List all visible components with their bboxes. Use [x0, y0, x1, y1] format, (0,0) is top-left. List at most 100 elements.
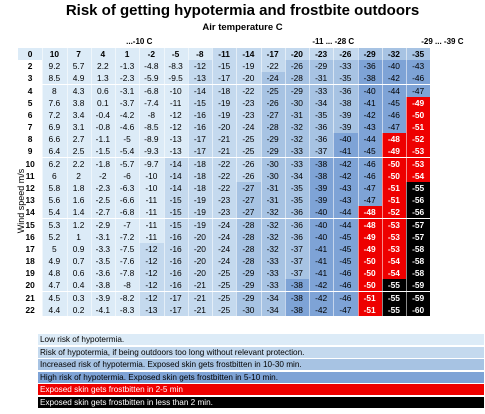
wind-chill-cell: -22 — [212, 181, 237, 194]
column-separator — [236, 48, 238, 316]
wind-chill-cell: -38 — [284, 291, 309, 304]
wind-chill-cell: 6 — [42, 169, 67, 182]
wind-chill-cell: -23 — [236, 108, 261, 121]
wind-chill-cell: -35 — [284, 181, 309, 194]
wind-chill-cell: -1.8 — [90, 157, 115, 170]
wind-chill-cell: -29 — [284, 84, 309, 97]
wind-chill-cell: -46 — [333, 267, 358, 280]
wind-chill-cell: -8.3 — [163, 60, 188, 73]
wind-chill-cell: -33 — [284, 145, 309, 158]
wind-chill-cell: -27 — [236, 206, 261, 219]
wind-chill-cell: 0.9 — [66, 242, 91, 255]
wind-chill-cell: -36 — [357, 60, 382, 73]
wind-chill-cell: -51 — [406, 121, 431, 134]
wind-chill-cell: -2.7 — [90, 206, 115, 219]
wind-chill-cell: -7.6 — [115, 255, 140, 268]
wind-chill-cell: -14 — [187, 84, 212, 97]
legend-item: Risk of hypotermia, if being outdoors to… — [38, 346, 484, 358]
wind-chill-cell: 4.4 — [42, 303, 67, 316]
wind-chill-cell: -40 — [309, 218, 334, 231]
wind-chill-cell: -32 — [260, 218, 285, 231]
temperature-header: -26 — [333, 48, 358, 60]
wind-chill-cell: 2 — [66, 169, 91, 182]
wind-chill-cell: -30 — [236, 303, 261, 316]
wind-chill-cell: -44 — [357, 133, 382, 146]
wind-chill-cell: -2 — [90, 169, 115, 182]
legend-item: Low risk of hypotermia. — [38, 334, 484, 345]
temperature-header: 10 — [42, 48, 67, 60]
wind-chill-cell: -6 — [115, 169, 140, 182]
wind-chill-cell: 0.1 — [90, 96, 115, 109]
wind-chill-cell: -42 — [309, 291, 334, 304]
wind-chill-cell: -11 — [139, 230, 164, 243]
wind-chill-cell: -53 — [381, 242, 406, 255]
wind-chill-cell: -51 — [381, 181, 406, 194]
wind-chill-cell: 1.6 — [66, 194, 91, 207]
wind-chill-cell: -25 — [236, 145, 261, 158]
wind-chill-cell: 0.4 — [66, 279, 91, 292]
wind-chill-cell: -23 — [236, 96, 261, 109]
wind-chill-cell: 5.6 — [42, 194, 67, 207]
wind-chill-cell: -41 — [333, 145, 358, 158]
wind-chill-cell: -33 — [260, 255, 285, 268]
wind-chill-cell: -53 — [406, 157, 431, 170]
wind-chill-cell: -6.3 — [115, 181, 140, 194]
column-separator — [284, 48, 286, 316]
wind-chill-cell: -51 — [381, 194, 406, 207]
wind-chill-cell: -35 — [284, 194, 309, 207]
wind-chill-cell: -40 — [333, 133, 358, 146]
wind-chill-cell: -2.9 — [90, 218, 115, 231]
wind-chill-cell: -21 — [187, 291, 212, 304]
wind-chill-cell: -58 — [406, 242, 431, 255]
wind-speed-label: 6 — [27, 109, 33, 120]
wind-chill-cell: -41 — [309, 242, 334, 255]
wind-speed-label: 12 — [25, 182, 35, 193]
wind-chill-cell: -29 — [236, 267, 261, 280]
wind-chill-cell: -36 — [333, 84, 358, 97]
wind-chill-cell: -25 — [212, 303, 237, 316]
wind-chill-cell: -43 — [333, 194, 358, 207]
column-separator — [66, 48, 68, 316]
wind-chill-cell: -0.8 — [90, 121, 115, 134]
wind-chill-cell: -36 — [309, 133, 334, 146]
temperature-header: -5 — [163, 48, 188, 60]
wind-chill-cell: -38 — [284, 303, 309, 316]
wind-chill-cell: -32 — [284, 133, 309, 146]
wind-chill-cell: -3.6 — [90, 267, 115, 280]
temp-group-label: ...-10 C — [126, 37, 153, 46]
wind-chill-cell: -23 — [212, 206, 237, 219]
wind-chill-cell: -49 — [357, 230, 382, 243]
x-axis-label: Air temperature C — [202, 22, 283, 33]
wind-chill-cell: -18 — [187, 181, 212, 194]
wind-chill-cell: -16 — [163, 255, 188, 268]
wind-chill-cell: -16 — [163, 279, 188, 292]
wind-chill-cell: -50 — [357, 279, 382, 292]
wind-chill-cell: -33 — [309, 84, 334, 97]
wind-chill-cell: -23 — [212, 194, 237, 207]
wind-chill-cell: -48 — [357, 218, 382, 231]
temperature-header: -32 — [381, 48, 406, 60]
wind-chill-cell: -34 — [284, 169, 309, 182]
wind-chill-cell: -39 — [333, 121, 358, 134]
wind-chill-cell: -33 — [260, 267, 285, 280]
legend-item: Exposed skin gets frostbitten in 2-5 min — [38, 384, 484, 396]
wind-chill-cell: -29 — [260, 133, 285, 146]
wind-chill-cell: -6.8 — [115, 206, 140, 219]
wind-chill-cell: -3.5 — [90, 255, 115, 268]
wind-chill-cell: -16 — [163, 242, 188, 255]
wind-chill-cell: -34 — [260, 291, 285, 304]
wind-chill-cell: -37 — [284, 267, 309, 280]
wind-chill-cell: -36 — [284, 230, 309, 243]
wind-chill-cell: -29 — [309, 60, 334, 73]
wind-speed-label: 22 — [25, 304, 35, 315]
column-separator — [357, 48, 359, 316]
wind-chill-cell: -13 — [163, 145, 188, 158]
wind-chill-cell: -19 — [236, 60, 261, 73]
wind-chill-cell: -13 — [163, 133, 188, 146]
wind-chill-cell: -45 — [333, 242, 358, 255]
wind-chill-cell: -44 — [381, 84, 406, 97]
wind-chill-cell: -54 — [381, 267, 406, 280]
wind-chill-cell: -28 — [236, 255, 261, 268]
wind-chill-cell: 2.2 — [90, 60, 115, 73]
wind-chill-cell: -24 — [212, 230, 237, 243]
